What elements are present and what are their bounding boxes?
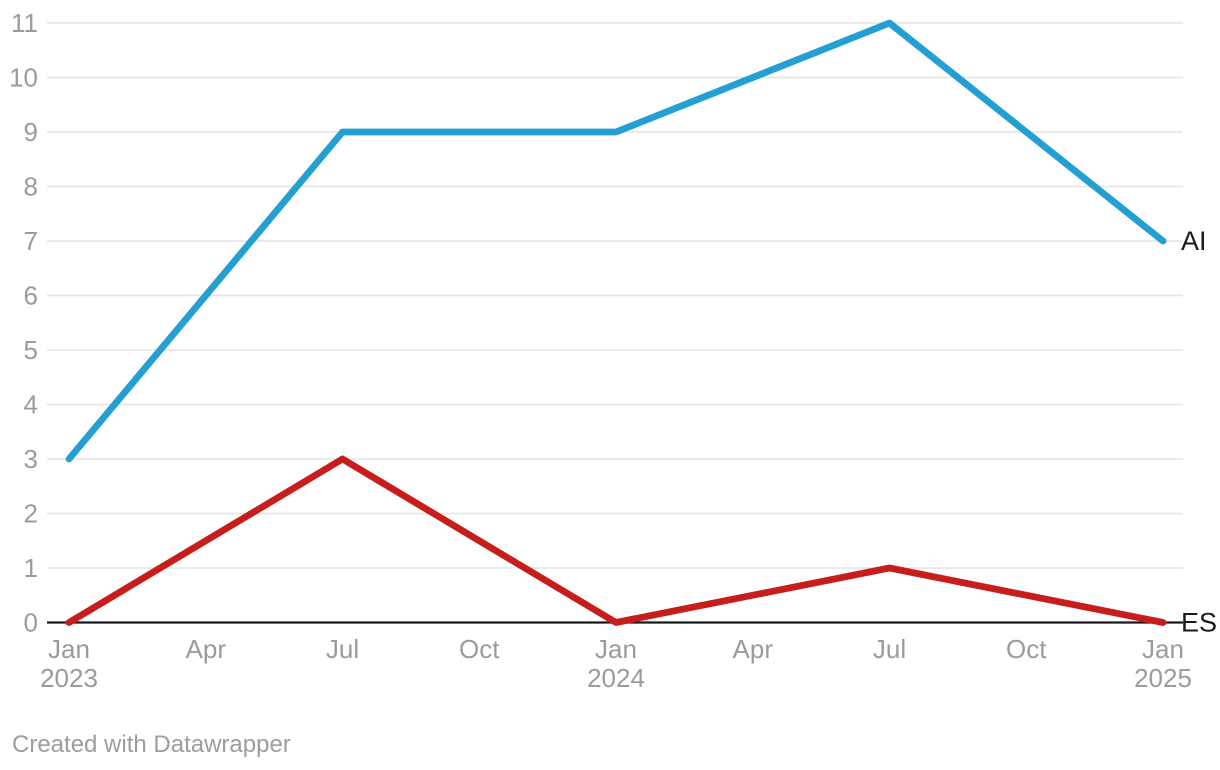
y-axis-tick-label: 8 [24, 172, 38, 202]
y-axis-tick-label: 11 [11, 8, 38, 38]
x-axis-tick-label: Oct [459, 634, 500, 664]
y-axis-tick-label: 9 [24, 117, 38, 147]
x-axis-tick-label: Jul [873, 634, 906, 664]
y-axis-tick-label: 5 [24, 335, 38, 365]
y-axis-tick-label: 6 [24, 281, 38, 311]
y-axis-tick-label: 7 [24, 226, 38, 256]
series-label-es: ES [1181, 608, 1217, 638]
x-axis-tick-label: Apr [186, 634, 227, 664]
x-axis-tick-label: Jul [326, 634, 359, 664]
y-axis-tick-label: 2 [24, 499, 38, 529]
y-axis-tick-label: 3 [24, 444, 38, 474]
attribution-text: Created with Datawrapper [12, 731, 291, 758]
x-axis-tick-label: Jan 2025 [1134, 634, 1192, 693]
x-axis-tick-label: Jan 2024 [587, 634, 645, 693]
y-axis-tick-label: 1 [24, 553, 38, 583]
x-axis-tick-label: Apr [733, 634, 774, 664]
line-chart: 0 1 2 3 4 5 6 7 8 9 10 11 Jan 2023 Apr Jul Oct Jan 2024 Apr… [9, 8, 1217, 693]
series-label-ai: AI [1181, 226, 1207, 256]
y-axis-tick-label: 4 [24, 390, 38, 420]
x-axis-tick-label: Jan 2023 [40, 634, 98, 693]
y-axis-tick-label: 10 [9, 63, 38, 93]
y-axis-tick-label: 0 [24, 608, 38, 638]
x-axis-tick-label: Oct [1006, 634, 1047, 664]
series-line-es [65, 455, 1167, 626]
series-line-ai [65, 19, 1167, 463]
